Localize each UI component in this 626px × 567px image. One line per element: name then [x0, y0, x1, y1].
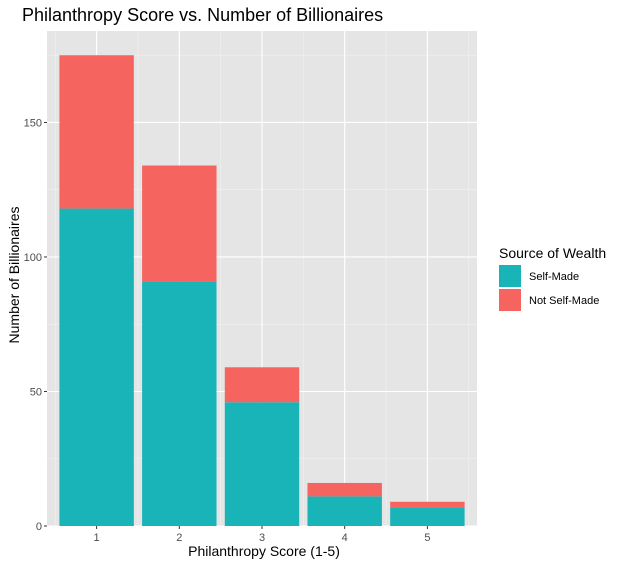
- legend-key: [499, 289, 521, 311]
- x-tick-label: 2: [176, 532, 182, 544]
- bar-self-made-4: [307, 496, 382, 526]
- y-tick-label: 150: [24, 117, 42, 129]
- y-tick-label: 0: [36, 521, 42, 533]
- y-axis: 0 50 100 150: [24, 117, 47, 533]
- bar-not-self-made-3: [224, 367, 300, 403]
- legend-title: Source of Wealth: [499, 245, 606, 261]
- bar-self-made-5: [390, 507, 465, 526]
- y-tick-label: 50: [30, 386, 42, 398]
- bar-self-made-3: [224, 402, 300, 526]
- chart-title: Philanthropy Score vs. Number of Billion…: [22, 5, 383, 25]
- bar-not-self-made-5: [390, 501, 465, 508]
- legend: Source of Wealth Self-Made Not Self-Made: [499, 245, 606, 311]
- y-tick-label: 100: [24, 252, 42, 264]
- x-tick-label: 5: [424, 532, 430, 544]
- y-axis-title: Number of Billionaires: [6, 207, 22, 344]
- bar-self-made-1: [59, 208, 134, 526]
- x-tick-label: 3: [259, 532, 265, 544]
- x-axis-title: Philanthropy Score (1-5): [188, 543, 340, 559]
- x-axis: 1 2 3 4 5: [94, 526, 430, 544]
- legend-label: Self-Made: [529, 271, 579, 283]
- legend-key: [499, 265, 521, 287]
- x-tick-label: 4: [342, 532, 348, 544]
- bar-not-self-made-4: [307, 482, 382, 497]
- bar-not-self-made-1: [59, 55, 134, 209]
- legend-label: Not Self-Made: [529, 295, 599, 307]
- bar-self-made-2: [142, 281, 217, 526]
- bar-not-self-made-2: [142, 165, 217, 282]
- bars: [59, 55, 465, 526]
- legend-items: Self-Made Not Self-Made: [499, 265, 599, 311]
- x-tick-label: 1: [94, 532, 100, 544]
